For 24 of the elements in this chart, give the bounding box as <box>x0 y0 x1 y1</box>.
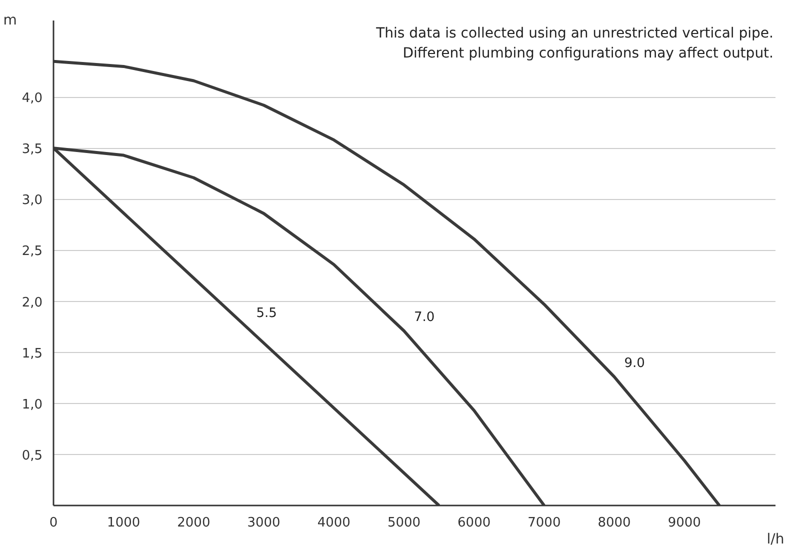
x-tick-label: 9000 <box>668 516 701 530</box>
x-tick-label: 0 <box>49 516 58 530</box>
x-tick-label: 2000 <box>177 516 210 530</box>
x-axis-title: l/h <box>766 532 784 548</box>
x-tick-label: 8000 <box>598 516 631 530</box>
y-axis-title: m <box>3 12 17 28</box>
x-tick-label: 4000 <box>317 516 350 530</box>
y-tick-label: 2,0 <box>22 295 43 310</box>
y-tick-label: 3,5 <box>22 142 43 158</box>
x-tick-label: 6000 <box>458 516 491 530</box>
series-label: 9.0 <box>624 356 645 371</box>
x-tick-label: 1000 <box>107 516 140 530</box>
series-label: 7.0 <box>414 310 435 325</box>
y-tick-label: 4,0 <box>22 91 43 106</box>
x-tick-label: 5000 <box>387 516 421 530</box>
y-tick-label: 3,0 <box>22 193 43 208</box>
x-tick-label: 3000 <box>247 516 280 530</box>
y-tick-label: 1,0 <box>22 397 43 412</box>
y-tick-label: 0,5 <box>22 448 43 464</box>
y-tick-label: 2,5 <box>22 244 43 260</box>
y-tick-label: 1,5 <box>22 346 43 362</box>
annotation: This data is collected using an unrestricted vertical pipe. Different plumbing configurations may affect output. <box>375 26 774 62</box>
series-label: 5.5 <box>256 306 277 321</box>
x-tick-label: 7000 <box>528 516 561 530</box>
